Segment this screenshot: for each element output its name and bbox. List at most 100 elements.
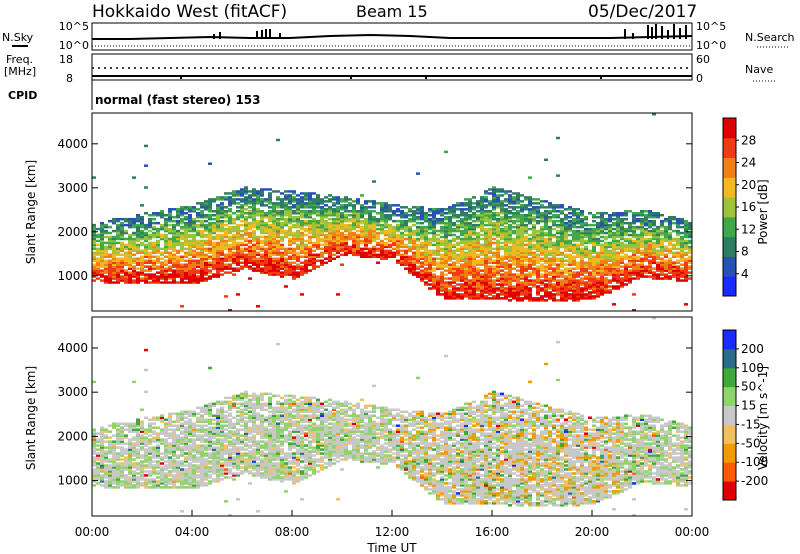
power-cell <box>544 200 548 203</box>
power-cell <box>616 225 620 229</box>
power-cell <box>332 249 336 253</box>
power-cell <box>496 190 500 193</box>
power-cell <box>492 188 496 191</box>
power-cell <box>552 279 556 282</box>
power-cell <box>576 273 580 276</box>
power-cell <box>372 255 376 259</box>
power-cell <box>640 271 644 274</box>
power-cell <box>220 239 224 243</box>
power-cell <box>424 277 428 280</box>
power-cell <box>660 245 664 249</box>
power-cell <box>112 251 116 255</box>
power-cell <box>232 202 236 205</box>
power-cell <box>536 235 540 239</box>
power-cell <box>232 200 236 203</box>
power-cell <box>488 255 492 259</box>
power-cell <box>256 269 260 272</box>
power-cell <box>580 269 584 272</box>
power-cell <box>200 241 204 245</box>
power-cell <box>492 204 496 207</box>
power-cell <box>628 229 632 233</box>
power-cell <box>520 208 524 211</box>
power-cell <box>496 251 500 255</box>
power-cell <box>664 275 668 278</box>
power-cell <box>184 269 188 272</box>
power-cell <box>312 221 316 225</box>
power-cell <box>276 221 280 225</box>
power-cell <box>588 265 592 268</box>
power-cell <box>200 257 204 261</box>
power-cell <box>96 247 100 251</box>
power-cell <box>392 219 396 223</box>
power-cell <box>336 213 340 217</box>
power-cell <box>444 281 448 284</box>
power-cell <box>92 176 96 179</box>
power-cell <box>424 247 428 251</box>
power-cell <box>304 261 308 264</box>
power-cell <box>592 287 596 290</box>
power-cell <box>600 255 604 259</box>
power-cell <box>336 231 340 235</box>
power-cell <box>636 267 640 270</box>
power-cell <box>204 227 208 231</box>
power-cell <box>380 227 384 231</box>
power-cell <box>288 263 292 266</box>
power-cell <box>160 277 164 280</box>
power-cell <box>204 208 208 211</box>
power-cell <box>492 297 496 300</box>
power-cell <box>592 279 596 282</box>
power-cell <box>476 273 480 276</box>
power-cell <box>452 263 456 266</box>
power-cell <box>272 241 276 245</box>
power-cell <box>604 283 608 286</box>
power-cell <box>232 257 236 261</box>
power-cell <box>464 287 468 290</box>
power-cell <box>600 287 604 290</box>
power-cell <box>300 235 304 239</box>
power-cell <box>196 219 200 223</box>
power-cell <box>184 235 188 239</box>
power-cell <box>120 259 124 262</box>
power-cell <box>456 227 460 231</box>
power-cell <box>560 229 564 233</box>
power-cell <box>684 219 688 223</box>
power-cell <box>92 231 96 235</box>
power-cell <box>328 237 332 241</box>
power-cell <box>244 257 248 261</box>
power-cell <box>412 213 416 217</box>
power-cell <box>472 265 476 268</box>
power-cell <box>224 206 228 209</box>
power-cell <box>364 223 368 227</box>
power-cell <box>184 239 188 243</box>
power-cell <box>428 253 432 257</box>
power-cell <box>292 231 296 235</box>
power-cell <box>324 204 328 207</box>
power-cell <box>212 251 216 255</box>
power-cell <box>132 265 136 268</box>
power-cell <box>280 210 284 213</box>
power-cell <box>284 249 288 253</box>
power-cell <box>272 235 276 239</box>
power-cell <box>144 243 148 247</box>
power-cell <box>120 263 124 266</box>
power-cell <box>268 233 272 237</box>
power-cell <box>272 249 276 253</box>
power-cell <box>544 273 548 276</box>
power-cell <box>608 289 612 292</box>
power-cell <box>256 200 260 203</box>
power-cell <box>484 249 488 253</box>
power-cell <box>524 213 528 217</box>
power-cell <box>460 221 464 225</box>
power-cell <box>496 212 500 215</box>
velocity-cell <box>92 458 96 461</box>
power-cell <box>516 273 520 276</box>
power-cell <box>212 237 216 241</box>
power-cell <box>688 241 692 245</box>
power-cell <box>516 265 520 268</box>
power-cell <box>604 267 608 270</box>
power-cell <box>284 257 288 261</box>
power-cell <box>320 261 324 264</box>
power-cell <box>160 212 164 215</box>
power-cell <box>352 251 356 255</box>
power-cell <box>308 237 312 241</box>
